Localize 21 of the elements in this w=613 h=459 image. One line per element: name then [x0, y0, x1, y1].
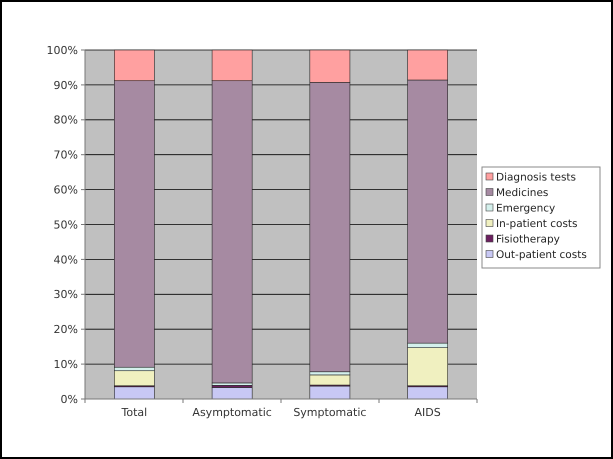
y-tick-label: 20%: [54, 323, 78, 336]
x-tick-label: Asymptomatic: [192, 406, 272, 419]
legend-label: Emergency: [496, 202, 556, 215]
y-tick-label: 30%: [54, 288, 78, 302]
x-tick-label: Total: [120, 406, 148, 419]
legend-label: In-patient costs: [496, 218, 578, 230]
y-tick-label: 80%: [54, 114, 78, 127]
y-tick-label: 60%: [54, 183, 78, 196]
legend-label: Diagnosis tests: [496, 172, 576, 184]
x-tick-label: Symptomatic: [293, 406, 366, 419]
y-tick-label: 10%: [54, 358, 78, 371]
legend-label: Out-patient costs: [496, 249, 587, 262]
y-tick-label: 40%: [54, 253, 78, 266]
y-tick-label: 0%: [60, 392, 78, 406]
y-tick-label: 70%: [54, 148, 78, 162]
x-tick-label: AIDS: [414, 406, 441, 419]
legend-label: Fisiotherapy: [496, 234, 560, 246]
legend-label: Medicines: [496, 187, 548, 200]
y-tick-label: 100%: [46, 44, 78, 57]
y-tick-label: 50%: [54, 218, 78, 232]
y-tick-label: 90%: [54, 78, 78, 92]
